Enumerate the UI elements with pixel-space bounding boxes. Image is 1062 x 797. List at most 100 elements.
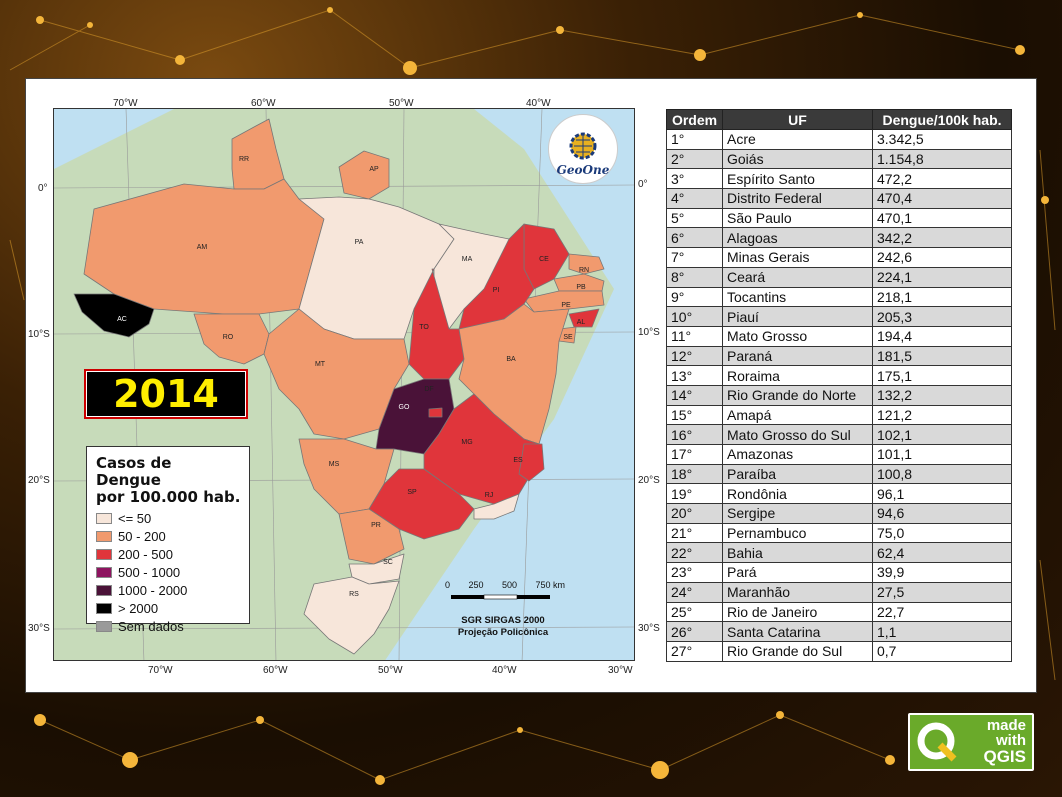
legend-swatch — [96, 602, 112, 614]
graticule-left-30s: 30°S — [28, 623, 50, 634]
graticule-left-0: 0° — [38, 183, 48, 194]
legend-swatch — [96, 548, 112, 560]
graticule-top-70w: 70°W — [113, 98, 138, 109]
rank-cell: 1° — [666, 129, 723, 150]
table-row: 27° Rio Grande do Sul 0,7 — [666, 640, 1012, 662]
table-row: 10° Piauí 205,3 — [666, 306, 1012, 327]
uf-cell: Rio Grande do Norte — [722, 384, 873, 406]
legend-item: 1000 - 2000 — [96, 581, 241, 599]
rank-cell: 27° — [666, 640, 723, 662]
label-AL: AL — [577, 319, 586, 326]
label-CE: CE — [539, 256, 549, 263]
legend-title-line2: por 100.000 hab. — [96, 488, 241, 506]
rank-cell: 26° — [666, 621, 723, 642]
graticule-top-50w: 50°W — [389, 98, 414, 109]
state-AP — [338, 150, 390, 200]
badge-line1: made — [986, 717, 1026, 734]
rank-cell: 5° — [666, 207, 723, 229]
legend-rows: <= 50 50 - 200 200 - 500 500 - 1000 1000 - 2… — [96, 509, 241, 635]
state-MT — [263, 308, 410, 440]
rank-cell: 11° — [666, 325, 723, 347]
legend-swatch — [96, 512, 112, 524]
rank-cell: 21° — [666, 522, 723, 544]
legend-label: <= 50 — [118, 510, 152, 526]
table-header-row: Ordem UF Dengue/100k hab. — [666, 109, 1012, 130]
value-cell: 218,1 — [872, 286, 1012, 308]
uf-cell: Rio de Janeiro — [722, 601, 873, 623]
map-legend: Casos de Dengue por 100.000 hab. <= 50 50… — [86, 446, 250, 634]
scale-bar: 0 250 500 750 km — [445, 580, 565, 608]
rank-cell: 25° — [666, 601, 723, 623]
rank-cell: 24° — [666, 581, 723, 603]
label-SE: SE — [563, 334, 573, 341]
legend-title: Casos de Dengue por 100.000 hab. — [96, 455, 241, 506]
table-row: 14° Rio Grande do Norte 132,2 — [666, 384, 1012, 406]
label-RJ: RJ — [485, 492, 494, 499]
legend-swatch — [96, 566, 112, 578]
value-cell: 3.342,5 — [872, 129, 1012, 150]
table-row: 21° Pernambuco 75,0 — [666, 522, 1012, 544]
value-cell: 94,6 — [872, 503, 1012, 524]
label-PA: PA — [355, 239, 364, 246]
value-cell: 1,1 — [872, 621, 1012, 642]
table-row: 13° Roraima 175,1 — [666, 365, 1012, 386]
rank-cell: 12° — [666, 345, 723, 367]
value-cell: 0,7 — [872, 640, 1012, 662]
label-AP: AP — [369, 166, 379, 173]
rank-cell: 19° — [666, 483, 723, 505]
legend-label: > 2000 — [118, 600, 159, 616]
table-row: 3° Espírito Santo 472,2 — [666, 168, 1012, 190]
uf-cell: Mato Grosso — [722, 325, 873, 347]
value-cell: 75,0 — [872, 522, 1012, 544]
graticule-bottom-50w: 50°W — [378, 665, 403, 676]
table-row: 16° Mato Grosso do Sul 102,1 — [666, 424, 1012, 445]
graticule-top-60w: 60°W — [251, 98, 276, 109]
rank-cell: 7° — [666, 247, 723, 268]
uf-cell: Minas Gerais — [722, 247, 873, 268]
graticule-right-30s: 30°S — [638, 623, 660, 634]
value-cell: 1.154,8 — [872, 148, 1012, 170]
label-MT: MT — [315, 361, 326, 368]
rank-cell: 9° — [666, 286, 723, 308]
table-row: 18° Paraíba 100,8 — [666, 463, 1012, 485]
legend-swatch — [96, 620, 112, 632]
label-SC: SC — [383, 559, 393, 566]
graticule-left-20s: 20°S — [28, 475, 50, 486]
label-ES: ES — [513, 457, 523, 464]
legend-item: 500 - 1000 — [96, 563, 241, 581]
uf-cell: Espírito Santo — [722, 168, 873, 190]
state-RN — [568, 253, 605, 275]
scale-labels: 0 250 500 750 km — [445, 580, 565, 590]
legend-item: <= 50 — [96, 509, 241, 527]
table-row: 17° Amazonas 101,1 — [666, 444, 1012, 465]
table-row: 24° Maranhão 27,5 — [666, 581, 1012, 603]
graticule-bottom-40w: 40°W — [492, 665, 517, 676]
value-cell: 132,2 — [872, 384, 1012, 406]
geoone-logo: GeoOne — [548, 114, 618, 184]
state-ES — [518, 443, 545, 482]
value-cell: 62,4 — [872, 542, 1012, 564]
table-row: 1° Acre 3.342,5 — [666, 129, 1012, 150]
label-DF: DF — [424, 386, 433, 393]
uf-cell: Rio Grande do Sul — [722, 640, 873, 662]
rank-cell: 4° — [666, 188, 723, 209]
table-row: 20° Sergipe 94,6 — [666, 503, 1012, 524]
table-row: 2° Goiás 1.154,8 — [666, 148, 1012, 170]
table-row: 15° Amapá 121,2 — [666, 404, 1012, 426]
label-MA: MA — [462, 256, 473, 263]
state-PB — [553, 273, 605, 292]
rank-cell: 14° — [666, 384, 723, 406]
rank-cell: 20° — [666, 503, 723, 524]
year-label: 2014 — [113, 372, 219, 416]
value-cell: 242,6 — [872, 247, 1012, 268]
uf-cell: Mato Grosso do Sul — [722, 424, 873, 445]
year-box: 2014 — [84, 369, 248, 419]
uf-cell: Amapá — [722, 404, 873, 426]
uf-cell: Paraná — [722, 345, 873, 367]
state-AL — [568, 308, 600, 328]
legend-item: Sem dados — [96, 617, 241, 635]
uf-cell: Roraima — [722, 365, 873, 386]
rank-cell: 3° — [666, 168, 723, 190]
value-cell: 27,5 — [872, 581, 1012, 603]
graticule-bottom-60w: 60°W — [263, 665, 288, 676]
